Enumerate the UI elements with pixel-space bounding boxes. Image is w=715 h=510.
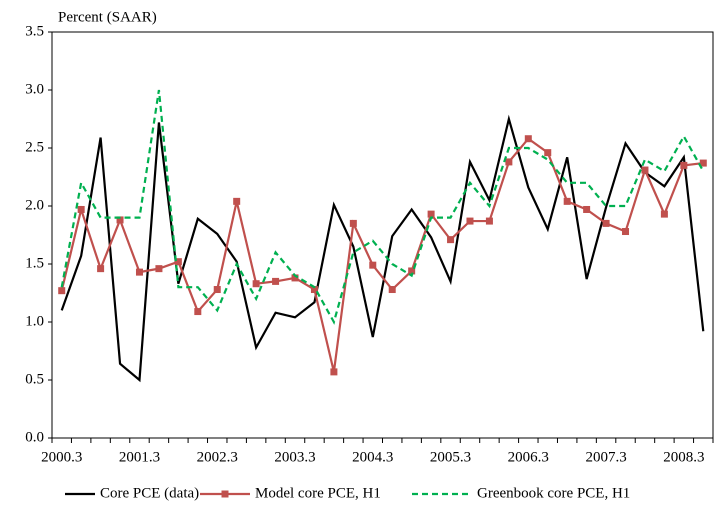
point-marker: [58, 287, 66, 295]
series-line: [60, 114, 705, 383]
point-marker: [97, 265, 105, 273]
series-line: [60, 89, 705, 325]
point-marker: [602, 219, 610, 227]
legend-label: Core PCE (data): [100, 485, 199, 501]
point-marker: [544, 149, 552, 157]
point-marker: [272, 277, 280, 285]
point-marker: [194, 308, 202, 316]
x-tick-label: 2005.3: [430, 449, 471, 465]
point-marker: [485, 217, 493, 225]
point-marker: [447, 236, 455, 244]
y-tick-label: 3.0: [25, 81, 44, 97]
point-marker: [369, 261, 377, 269]
y-tick-label: 1.5: [25, 255, 44, 271]
point-marker: [641, 166, 649, 174]
point-marker: [524, 135, 532, 143]
y-tick-label: 1.0: [25, 313, 44, 329]
point-marker: [174, 258, 182, 266]
legend-marker: [221, 490, 229, 498]
legend-label: Greenbook core PCE, H1: [477, 485, 630, 501]
point-marker: [213, 286, 221, 294]
point-marker: [699, 159, 707, 167]
y-tick-label: 3.5: [25, 23, 44, 39]
point-marker: [408, 267, 416, 275]
series-line: [60, 137, 704, 373]
y-tick-label: 2.5: [25, 139, 44, 155]
point-marker: [388, 286, 396, 294]
point-marker: [563, 197, 571, 205]
x-tick-label: 2003.3: [274, 449, 315, 465]
y-tick-label: 2.0: [25, 197, 44, 213]
point-marker: [252, 280, 260, 288]
x-tick-label: 2007.3: [585, 449, 626, 465]
point-marker: [291, 274, 299, 282]
point-marker: [583, 205, 591, 213]
x-tick-label: 2008.3: [663, 449, 704, 465]
point-marker: [310, 286, 318, 294]
x-tick-label: 2002.3: [197, 449, 238, 465]
point-marker: [660, 210, 668, 218]
point-marker: [680, 161, 688, 169]
point-marker: [427, 210, 435, 218]
y-tick-label: 0.5: [25, 371, 44, 387]
x-tick-label: 2000.3: [41, 449, 82, 465]
point-marker: [349, 219, 357, 227]
point-marker: [77, 205, 85, 213]
y-tick-label: 0.0: [25, 429, 44, 445]
point-marker: [135, 268, 143, 276]
x-tick-label: 2004.3: [352, 449, 393, 465]
point-marker: [330, 368, 338, 376]
point-marker: [505, 158, 513, 166]
y-axis-label: Percent (SAAR): [58, 9, 157, 25]
legend-label: Model core PCE, H1: [255, 485, 381, 501]
x-tick-label: 2001.3: [119, 449, 160, 465]
point-marker: [233, 197, 241, 205]
point-marker: [155, 265, 163, 273]
x-tick-label: 2006.3: [508, 449, 549, 465]
point-marker: [622, 228, 630, 236]
point-marker: [116, 216, 124, 224]
point-marker: [466, 217, 474, 225]
